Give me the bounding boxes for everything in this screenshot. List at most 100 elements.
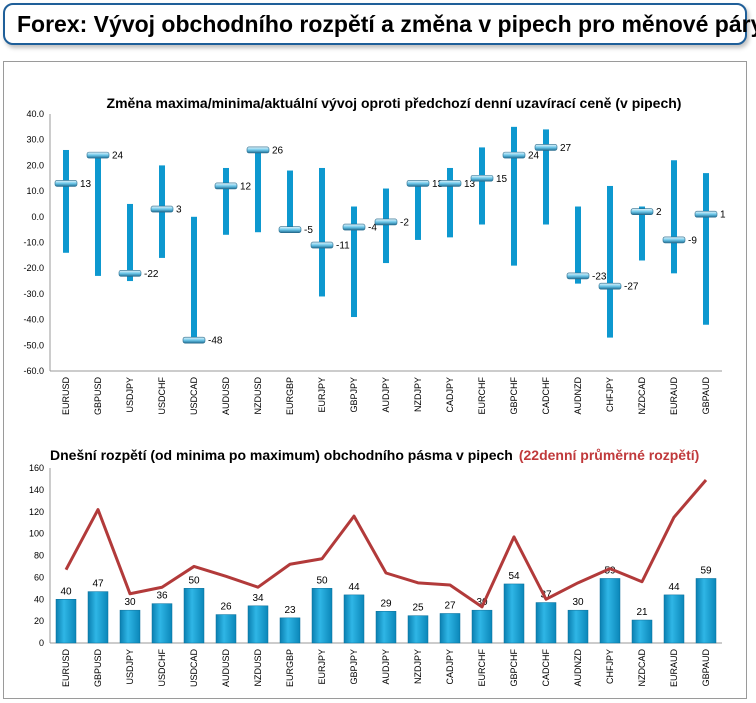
- range-bar: [151, 603, 173, 644]
- x-tick-label: CADJPY: [445, 649, 455, 685]
- x-tick-label: CHFJPY: [605, 649, 615, 684]
- range-bar: [287, 170, 293, 233]
- bar-value-label: 21: [636, 607, 648, 618]
- range-bar: [703, 173, 709, 325]
- bar-value-label: 50: [188, 575, 200, 586]
- current-marker: [534, 144, 558, 151]
- page-title: Forex: Vývoj obchodního rozpětí a změna …: [17, 11, 756, 37]
- x-tick-label: USDCAD: [189, 649, 199, 688]
- current-label: -48: [208, 336, 223, 347]
- range-bar: [535, 602, 557, 644]
- range-bar: [631, 619, 653, 644]
- y-tick-label: 20.0: [26, 160, 44, 170]
- range-bar: [183, 588, 205, 644]
- x-tick-label: NZDJPY: [413, 649, 423, 684]
- y-tick-label: 30.0: [26, 135, 44, 145]
- x-tick-label: USDJPY: [125, 649, 135, 685]
- y-tick-label: 120: [29, 507, 44, 517]
- range-bar: [511, 126, 517, 266]
- y-tick-label: -60.0: [23, 366, 44, 376]
- x-tick-label: GBPAUD: [701, 377, 711, 415]
- current-label: 13: [464, 179, 476, 190]
- current-label: 13: [432, 179, 444, 190]
- x-tick-label: AUDUSD: [221, 377, 231, 416]
- current-marker: [502, 151, 526, 159]
- bar-value-label: 26: [220, 602, 232, 613]
- bar-value-label: 59: [700, 565, 712, 576]
- y-tick-label: 20: [34, 616, 44, 626]
- range-bar: [439, 613, 461, 644]
- current-marker: [438, 180, 462, 187]
- y-tick-label: 100: [29, 529, 44, 539]
- y-tick-label: -20.0: [23, 263, 44, 273]
- bar-value-label: 37: [540, 590, 552, 601]
- current-marker: [566, 272, 590, 280]
- bar-chart-title: Dnešní rozpětí (od minima po maximum) ob…: [50, 447, 699, 463]
- x-tick-label: GBPJPY: [349, 649, 359, 685]
- x-tick-label: EURUSD: [61, 377, 71, 416]
- y-tick-label: -50.0: [23, 340, 44, 350]
- bar-value-label: 29: [380, 598, 392, 609]
- y-tick-label: 40: [34, 594, 44, 604]
- x-tick-label: NZDUSD: [253, 649, 263, 687]
- bar-value-label: 27: [444, 600, 456, 611]
- y-tick-label: -30.0: [23, 289, 44, 299]
- current-marker: [54, 180, 78, 187]
- range-bar: [319, 167, 325, 297]
- bar-value-label: 30: [572, 597, 584, 608]
- current-label: -27: [624, 282, 639, 293]
- bar-value-label: 50: [316, 575, 328, 586]
- current-marker: [598, 282, 622, 290]
- y-tick-label: 0: [39, 638, 44, 648]
- range-bar: [191, 216, 197, 343]
- title-box: Forex: Vývoj obchodního rozpětí a změna …: [3, 3, 756, 45]
- current-marker: [662, 236, 686, 244]
- range-bar: [543, 129, 549, 225]
- range-bar: [311, 588, 333, 644]
- range-bar: [127, 203, 133, 282]
- range-bar: [247, 605, 269, 644]
- x-tick-label: GBPCHF: [509, 377, 519, 415]
- x-tick-label: EURJPY: [317, 377, 327, 413]
- range-bar: [503, 583, 525, 644]
- current-marker: [214, 182, 238, 190]
- current-label: 1: [720, 210, 726, 221]
- range-bar: [95, 155, 101, 276]
- x-tick-label: AUDJPY: [381, 377, 391, 413]
- x-tick-label: CADCHF: [541, 648, 551, 686]
- y-tick-label: 140: [29, 485, 44, 495]
- range-bar: [223, 167, 229, 235]
- current-label: -4: [368, 223, 377, 234]
- range-chart-title: Změna maxima/minima/aktuální vývoj oprot…: [107, 95, 682, 111]
- range-bar: [607, 185, 613, 338]
- x-tick-label: EURAUD: [669, 649, 679, 688]
- x-tick-label: USDCAD: [189, 377, 199, 416]
- bar-value-label: 44: [668, 582, 680, 593]
- x-tick-label: USDJPY: [125, 377, 135, 413]
- x-tick-label: EURCHF: [477, 648, 487, 686]
- bar-chart-title-main: Dnešní rozpětí (od minima po maximum) ob…: [50, 447, 513, 463]
- x-tick-label: AUDNZD: [573, 377, 583, 415]
- current-marker: [630, 208, 654, 215]
- current-marker: [182, 336, 206, 344]
- bar-value-label: 36: [156, 591, 168, 602]
- current-marker: [374, 218, 398, 226]
- current-marker: [470, 174, 494, 182]
- range-bar: [279, 617, 301, 644]
- x-tick-label: AUDNZD: [573, 649, 583, 687]
- current-label: 15: [496, 174, 508, 185]
- x-tick-label: EURUSD: [61, 649, 71, 688]
- x-tick-label: USDCHF: [157, 648, 167, 686]
- x-tick-label: GBPUSD: [93, 377, 103, 416]
- x-tick-label: NZDJPY: [413, 377, 423, 412]
- x-tick-label: GBPAUD: [701, 649, 711, 687]
- current-marker: [86, 151, 110, 159]
- current-label: 3: [176, 205, 182, 216]
- range-bar: [343, 594, 365, 644]
- range-bar: [351, 206, 357, 318]
- current-marker: [246, 146, 270, 154]
- x-tick-label: EURJPY: [317, 649, 327, 685]
- current-marker: [118, 270, 142, 277]
- current-label: 13: [80, 179, 92, 190]
- range-bar: [383, 188, 389, 264]
